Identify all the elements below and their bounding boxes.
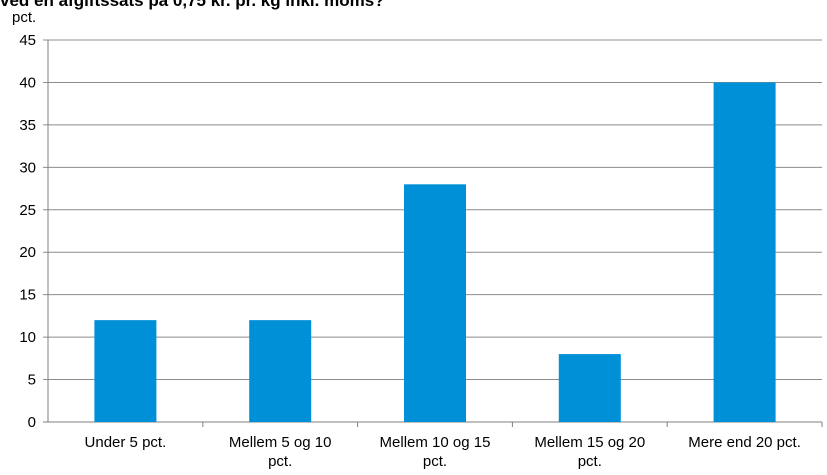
chart-title: ved en afgiftssats på 0,75 kr. pr. kg in… xyxy=(0,0,385,10)
x-category-label: Under 5 pct. xyxy=(85,434,167,451)
y-tick-label: 15 xyxy=(19,287,36,304)
y-tick-label: 40 xyxy=(19,74,36,91)
x-category-label: Mellem 15 og 20 pct. xyxy=(534,434,645,470)
y-tick-label: 25 xyxy=(19,202,36,219)
bar xyxy=(249,320,312,422)
y-tick-label: 10 xyxy=(19,329,36,346)
bar xyxy=(558,354,621,422)
gridlines xyxy=(43,39,823,427)
y-tick-label: 35 xyxy=(19,117,36,134)
x-axis-categories: Under 5 pct. Mellem 5 og 10 pct. Mellem 10 … xyxy=(85,434,801,470)
y-tick-label: 30 xyxy=(19,159,36,176)
bar xyxy=(713,82,776,422)
y-tick-label: 0 xyxy=(28,414,36,431)
y-axis-label: pct. xyxy=(12,9,36,26)
y-axis-ticks: 0 5 10 15 20 25 30 35 40 45 xyxy=(19,32,36,431)
bar xyxy=(404,184,466,422)
bar xyxy=(94,320,157,422)
x-category-label: Mellem 10 og 15 pct. xyxy=(380,434,491,470)
bars xyxy=(94,82,776,422)
y-tick-label: 45 xyxy=(19,32,36,49)
y-tick-label: 20 xyxy=(19,244,36,261)
x-category-label: Mere end 20 pct. xyxy=(688,434,801,451)
x-category-label: Mellem 5 og 10 pct. xyxy=(229,434,332,470)
y-tick-label: 5 xyxy=(28,372,36,389)
